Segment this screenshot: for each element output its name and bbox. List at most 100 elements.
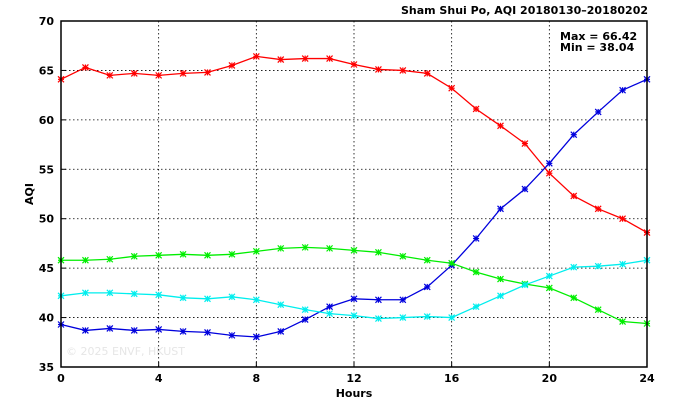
data-point [301, 306, 309, 314]
data-point [570, 192, 578, 200]
series-group [57, 52, 651, 341]
data-point [252, 296, 260, 304]
data-point [472, 105, 480, 113]
data-point [252, 52, 260, 60]
data-point [619, 86, 627, 94]
data-point [277, 244, 285, 252]
data-point [277, 301, 285, 309]
data-point [594, 108, 602, 116]
data-point [619, 215, 627, 223]
data-point [277, 327, 285, 335]
data-point [81, 64, 89, 71]
data-point [106, 71, 114, 79]
x-tick-label: 24 [639, 372, 655, 385]
data-point [179, 294, 187, 302]
data-point [472, 235, 480, 242]
data-point [204, 68, 211, 76]
min-annotation: Min = 38.04 [560, 41, 635, 54]
data-point [423, 283, 431, 291]
x-tick-label: 12 [346, 372, 361, 385]
data-point [204, 251, 211, 259]
data-point [545, 284, 553, 292]
data-point [594, 262, 602, 270]
data-point [570, 263, 578, 271]
data-point [399, 314, 407, 321]
y-tick-label: 60 [39, 114, 55, 127]
data-point [130, 69, 138, 77]
data-point [497, 275, 504, 283]
data-point [497, 205, 504, 213]
data-point [472, 268, 480, 276]
data-point [228, 250, 236, 258]
data-point [106, 255, 114, 263]
data-point [204, 328, 211, 336]
data-point [350, 61, 358, 68]
data-point [228, 62, 236, 69]
data-point [545, 169, 553, 177]
data-point [448, 314, 456, 321]
y-tick-label: 55 [39, 163, 54, 176]
data-point [399, 67, 407, 74]
x-tick-label: 16 [444, 372, 460, 385]
data-point [374, 296, 382, 304]
x-tick-label: 8 [253, 372, 261, 385]
data-point [448, 84, 456, 92]
watermark: © 2025 ENVF, HKUST [66, 345, 185, 358]
data-point [301, 55, 309, 62]
x-tick-label: 20 [542, 372, 558, 385]
data-point [228, 331, 236, 339]
data-point [594, 306, 602, 314]
data-point [497, 122, 504, 130]
data-point [399, 296, 407, 304]
y-tick-label: 35 [39, 361, 54, 374]
data-point [179, 327, 187, 335]
data-point [106, 325, 114, 332]
data-point [252, 247, 260, 255]
data-point [545, 159, 553, 167]
y-tick-label: 45 [39, 262, 54, 275]
data-point [326, 310, 334, 318]
data-point [228, 293, 236, 301]
data-point [81, 256, 89, 264]
data-point [155, 251, 163, 259]
data-point [326, 55, 334, 62]
data-point [423, 256, 431, 264]
data-point [155, 71, 163, 79]
x-axis-label: Hours [336, 387, 373, 400]
max-annotation: Max = 66.42 [560, 30, 637, 43]
data-point [81, 289, 89, 297]
data-point [472, 303, 480, 311]
data-point [81, 326, 89, 334]
data-point [594, 205, 602, 213]
data-point [155, 291, 163, 299]
data-point [326, 244, 334, 252]
chart-title: Sham Shui Po, AQI 20180130–20180202 [401, 4, 648, 17]
data-point [619, 260, 627, 268]
data-point [179, 250, 187, 258]
y-tick-label: 65 [39, 64, 54, 77]
data-point [130, 290, 138, 298]
data-point [374, 315, 382, 322]
data-point [301, 316, 309, 323]
data-point [423, 313, 431, 321]
data-point [155, 326, 163, 333]
y-axis-label: AQI [23, 183, 36, 205]
data-point [374, 248, 382, 256]
data-point [350, 246, 358, 254]
data-point [130, 326, 138, 334]
y-tick-label: 50 [39, 213, 55, 226]
axis-ticks: 0 4 8 12 16 20 24 35 40 45 50 55 60 65 70 [39, 15, 655, 385]
data-point [277, 56, 285, 63]
data-point [350, 312, 358, 320]
data-point [619, 318, 627, 325]
data-point [350, 295, 358, 303]
data-point [521, 140, 529, 148]
y-tick-label: 70 [39, 15, 55, 28]
data-point [448, 259, 456, 267]
grid-lines [61, 21, 647, 367]
data-point [545, 272, 553, 280]
data-point [570, 131, 578, 139]
data-point [374, 66, 382, 73]
x-tick-label: 0 [57, 372, 65, 385]
